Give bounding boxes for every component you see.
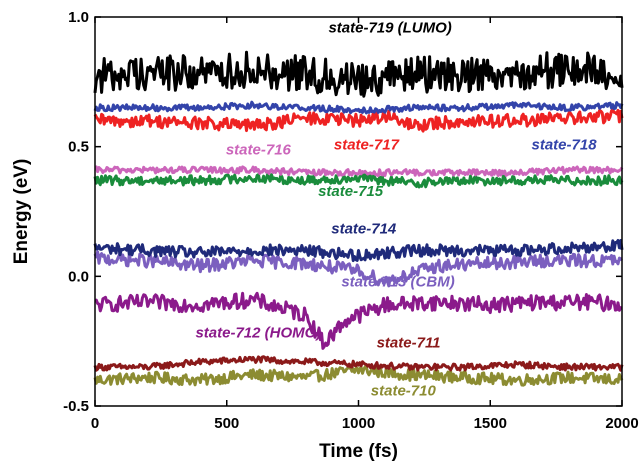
series-label: state-713 (CBM) bbox=[341, 274, 454, 291]
series-layer bbox=[93, 50, 624, 387]
series-label: state-711 bbox=[377, 335, 441, 352]
series-label: state-714 bbox=[331, 221, 397, 238]
y-tick-label: 1.0 bbox=[68, 9, 89, 26]
x-axis-title: Time (fs) bbox=[319, 441, 398, 462]
series-label: state-716 bbox=[226, 141, 292, 158]
series-label: state-710 bbox=[371, 383, 437, 400]
series-line-state-719 bbox=[93, 50, 624, 98]
x-tick-label: 2000 bbox=[605, 415, 638, 432]
x-tick-label: 0 bbox=[91, 415, 99, 432]
series-line-state-715 bbox=[93, 172, 624, 189]
series-label: state-717 bbox=[334, 136, 400, 153]
series-line-state-717 bbox=[93, 108, 624, 133]
x-tick-label: 1500 bbox=[474, 415, 507, 432]
series-label: state-718 bbox=[532, 136, 598, 153]
series-line-state-716 bbox=[94, 165, 624, 178]
x-tick-label: 500 bbox=[214, 415, 239, 432]
series-line-state-710 bbox=[93, 365, 624, 387]
series-line-state-718 bbox=[93, 100, 624, 115]
series-label: state-715 bbox=[318, 183, 384, 200]
ticks-layer: 0 500 1000 1500 2000 -0.5 0.0 0.5 1.0 bbox=[63, 9, 639, 432]
series-line-state-714 bbox=[93, 239, 624, 263]
y-tick-label: -0.5 bbox=[63, 398, 89, 415]
series-line-state-712 bbox=[94, 291, 623, 350]
series-label: state-719 (LUMO) bbox=[328, 20, 451, 37]
series-label: state-712 (HOMO) bbox=[195, 324, 321, 341]
y-axis-title: Energy (eV) bbox=[11, 159, 32, 265]
series-line-state-713 bbox=[93, 250, 623, 288]
y-tick-label: 0.5 bbox=[68, 139, 89, 156]
labels-layer: state-719 (LUMO) state-716 state-717 state-… bbox=[195, 20, 597, 400]
y-tick-label: 0.0 bbox=[68, 268, 89, 285]
series-line-state-711 bbox=[93, 355, 624, 372]
x-tick-label: 1000 bbox=[342, 415, 375, 432]
